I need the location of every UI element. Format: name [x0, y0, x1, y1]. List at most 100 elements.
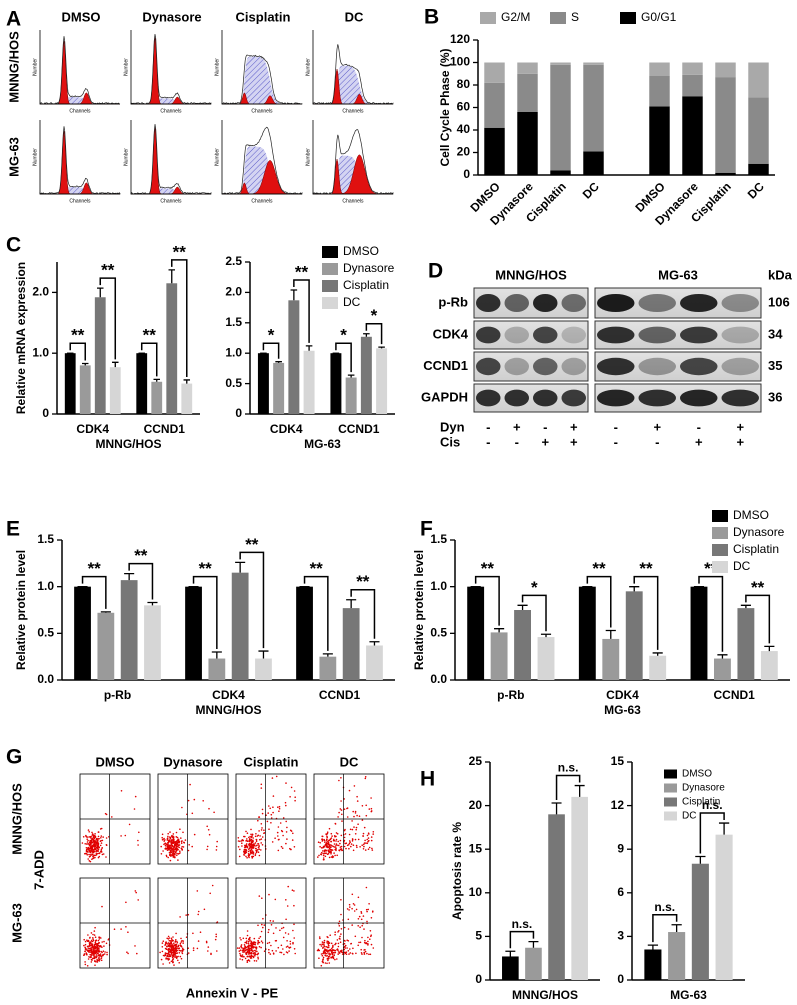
significance-bracket — [350, 588, 376, 639]
scatter-dot — [253, 952, 256, 954]
scatter-dot — [340, 928, 343, 930]
x-axis-label: MG-63 — [304, 437, 341, 451]
error-bar — [605, 629, 616, 639]
scatter-dot — [216, 840, 218, 843]
y-axis-label: Relative protein level — [14, 550, 28, 670]
scatter-dot — [278, 807, 281, 810]
scatter-dot — [249, 936, 251, 939]
histogram-axes — [221, 30, 302, 105]
scatter-dot — [243, 849, 245, 851]
scatter-dot — [252, 947, 254, 949]
scatter-dot — [335, 838, 338, 841]
scatter-dot — [167, 952, 170, 954]
legend-swatch — [480, 12, 496, 24]
scatter-dot — [173, 852, 175, 855]
scatter-dot — [281, 847, 284, 849]
scatter-dot — [137, 844, 139, 846]
scatter-dot — [163, 840, 165, 842]
panel-letter: C — [6, 234, 21, 257]
scatter-dot — [170, 945, 173, 947]
scatter-dot — [244, 945, 246, 947]
scatter-dot — [325, 833, 327, 835]
scatter-dot — [249, 835, 251, 838]
scatter-dot — [177, 959, 179, 962]
blot-band — [533, 389, 558, 407]
scatter-dot — [282, 834, 284, 837]
scatter-dot — [285, 951, 288, 953]
scatter-dot — [94, 941, 97, 944]
y-tick-label: 10 — [469, 885, 483, 899]
column-label: DC — [345, 9, 364, 24]
scatter-dot — [368, 953, 370, 956]
scatter-dot — [341, 849, 344, 852]
scatter-dot — [105, 844, 108, 846]
scatter-dot — [258, 845, 260, 848]
bar — [467, 586, 485, 680]
scatter-dot — [92, 939, 95, 942]
scatter-dot — [346, 908, 349, 910]
scatter-dot — [363, 843, 365, 846]
error-bar — [322, 653, 333, 657]
bar — [257, 353, 269, 414]
scatter-dot — [285, 899, 287, 901]
scatter-dot — [95, 842, 98, 845]
scatter-dot — [98, 960, 101, 962]
scatter-dot — [353, 910, 356, 912]
scatter-dot — [317, 841, 320, 843]
scatter-dot — [330, 942, 333, 945]
scatter-dot — [260, 829, 263, 831]
scatter-dot — [167, 843, 169, 846]
significance-label: ** — [751, 578, 765, 597]
scatter-dot — [192, 949, 195, 952]
scatter-dot — [245, 953, 248, 956]
scatter-dot — [236, 947, 239, 949]
scatter-dot — [171, 853, 173, 856]
scatter-dot — [285, 782, 287, 784]
histogram-s-phase — [131, 98, 211, 104]
scatter-dot — [86, 945, 89, 948]
scatter-dot — [84, 961, 86, 963]
scatter-dot — [89, 860, 92, 863]
scatter-dot — [331, 955, 334, 958]
histogram-axes — [39, 120, 120, 195]
blot-band — [721, 357, 759, 376]
scatter-dot — [252, 956, 255, 959]
scatter-dot — [272, 806, 274, 808]
scatter-dot — [90, 939, 93, 942]
histogram-x-label: Channels — [160, 108, 182, 114]
scatter-dot — [93, 946, 95, 949]
scatter-dot — [88, 841, 91, 844]
scatter-dot — [251, 847, 254, 849]
bar-segment — [484, 127, 505, 175]
scatter-dot — [180, 944, 182, 947]
scatter-dot — [366, 920, 368, 923]
scatter-dot — [320, 953, 323, 955]
scatter-dot — [371, 847, 373, 850]
scatter-dot — [209, 892, 211, 895]
scatter-dot — [346, 947, 348, 949]
scatter-dot — [336, 948, 338, 951]
scatter-dot — [282, 936, 285, 939]
scatter-dot — [254, 955, 256, 957]
scatter-dot — [101, 847, 103, 849]
scatter-dot — [368, 808, 371, 810]
bar-segment — [583, 64, 604, 152]
scatter-dot — [166, 937, 168, 940]
scatter-dot — [100, 842, 103, 844]
error-bar — [652, 652, 663, 656]
y-tick-label: 20 — [469, 798, 483, 812]
scatter-dot — [268, 893, 270, 896]
scatter-dot — [178, 844, 181, 846]
scatter-dot — [91, 952, 93, 954]
scatter-dot — [162, 940, 165, 942]
bar — [342, 608, 360, 680]
scatter-dot — [324, 841, 326, 843]
scatter-dot — [365, 886, 368, 889]
scatter-dot — [364, 939, 366, 942]
scatter-dot — [161, 950, 164, 953]
blot-band — [597, 294, 635, 312]
scatter-dot — [347, 918, 350, 921]
scatter-dot — [254, 853, 257, 855]
scatter-dot — [367, 944, 369, 946]
scatter-dot — [247, 942, 250, 945]
